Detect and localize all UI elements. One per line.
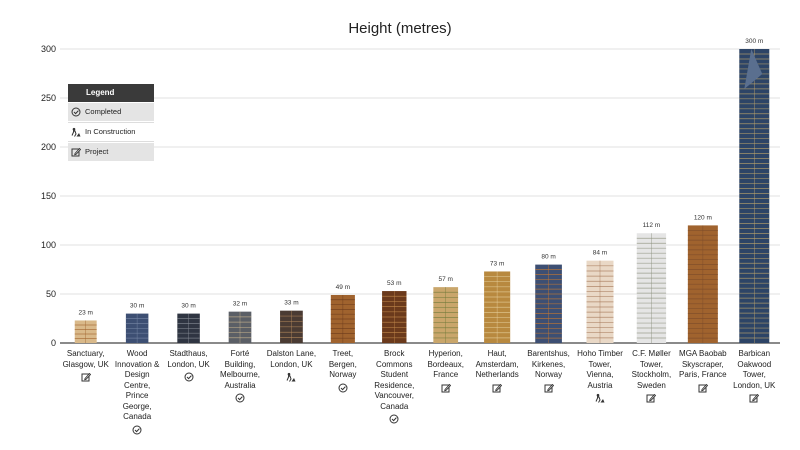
edit-square-icon <box>81 372 91 382</box>
category-label: Stadthaus, London, UK <box>164 349 214 382</box>
value-label: 120 m <box>694 214 712 221</box>
value-label: 57 m <box>438 276 452 283</box>
value-label: 33 m <box>284 300 298 307</box>
building-bar <box>330 294 355 343</box>
value-label: 112 m <box>643 222 661 229</box>
category-label: Barentshus, Kirkenes, Norway <box>524 349 574 393</box>
building-bar <box>687 225 718 343</box>
category-label: Hyperion, Bordeaux, France <box>421 349 471 393</box>
edit-square-icon <box>749 393 760 403</box>
category-label: MGA Baobab Skyscraper, Paris, France <box>678 349 728 393</box>
value-label: 23 m <box>78 309 92 316</box>
category-label: Brock Commons Student Residence, Vancouv… <box>369 349 419 424</box>
construction-worker-icon <box>595 393 605 403</box>
value-label: 49 m <box>336 284 350 291</box>
category-label: Hoho Timber Tower, Vienna, Austria <box>575 349 625 403</box>
category-label-text: MGA Baobab Skyscraper, Paris, France <box>679 349 727 379</box>
legend-label-completed: Completed <box>85 107 122 116</box>
building-bar <box>280 310 303 343</box>
category-label: Barbican Oakwood Tower, London, UK <box>729 349 779 403</box>
category-label-text: Brock Commons Student Residence, Vancouv… <box>374 349 415 411</box>
building-bar <box>177 313 200 343</box>
category-label: Sanctuary, Glasgow, UK <box>61 349 111 382</box>
construction-worker-icon <box>71 127 81 137</box>
legend-label-construction: In Construction <box>85 127 136 136</box>
category-label-text: Haut, Amsterdam, Netherlands <box>475 349 519 379</box>
edit-square-icon <box>492 383 503 392</box>
category-label-text: Stadthaus, London, UK <box>167 349 210 369</box>
building-bar <box>535 264 562 343</box>
category-label: Haut, Amsterdam, Netherlands <box>472 349 522 393</box>
y-tick-label: 100 <box>41 240 56 250</box>
check-circle-icon <box>338 383 348 392</box>
value-label: 53 m <box>387 280 401 287</box>
legend-item-completed: Completed <box>68 103 154 121</box>
category-label-text: Barentshus, Kirkenes, Norway <box>527 349 570 379</box>
y-tick-label: 300 <box>41 44 56 54</box>
value-label: 80 m <box>541 254 555 261</box>
legend-title: Legend <box>68 84 154 102</box>
building-bar <box>433 287 459 343</box>
legend-item-construction: In Construction <box>68 122 154 142</box>
legend-item-project: Project <box>68 143 154 161</box>
value-label: 300 m <box>745 38 763 45</box>
building-bar <box>74 320 97 343</box>
category-label-text: Hoho Timber Tower, Vienna, Austria <box>577 349 623 390</box>
edit-square-icon <box>544 383 554 392</box>
category-label-text: Hyperion, Bordeaux, France <box>427 349 464 379</box>
building-bar <box>484 271 511 343</box>
y-tick-label: 50 <box>46 289 56 299</box>
check-circle-icon <box>132 425 142 434</box>
category-label-text: Barbican Oakwood Tower, London, UK <box>733 349 776 390</box>
category-label: Dalston Lane, London, UK <box>266 349 316 382</box>
value-label: 32 m <box>233 301 247 308</box>
legend: Legend Completed In Construction Project <box>68 84 154 161</box>
check-circle-icon <box>389 414 399 424</box>
y-tick-label: 250 <box>41 93 56 103</box>
y-tick-label: 150 <box>41 191 56 201</box>
building-bar <box>739 49 770 343</box>
value-label: 84 m <box>593 250 607 257</box>
construction-worker-icon <box>286 372 296 382</box>
building-bar <box>586 260 614 343</box>
value-label: 30 m <box>181 303 195 310</box>
edit-square-icon <box>698 383 708 392</box>
edit-square-icon <box>71 147 81 157</box>
value-label: 30 m <box>130 303 144 310</box>
value-label: 73 m <box>490 260 504 267</box>
category-label: Wood Innovation & Design Centre, Prince … <box>112 349 162 435</box>
edit-square-icon <box>646 393 657 403</box>
category-label-text: Forté Building, Melbourne, Australia <box>219 349 261 390</box>
bar-spire <box>744 49 763 89</box>
category-label-text: Dalston Lane, London, UK <box>266 349 317 369</box>
y-tick-label: 200 <box>41 142 56 152</box>
category-label-text: Sanctuary, Glasgow, UK <box>62 349 109 369</box>
legend-label-project: Project <box>85 147 109 156</box>
building-bar <box>636 233 667 343</box>
building-bar <box>125 313 149 343</box>
building-bar <box>382 291 407 343</box>
edit-square-icon <box>441 383 451 392</box>
chart-title: Height (metres) <box>348 20 452 37</box>
check-circle-icon <box>184 372 194 382</box>
category-label-text: Treet, Bergen, Norway <box>328 349 357 379</box>
y-tick-label: 0 <box>51 338 56 348</box>
check-circle-icon <box>235 393 245 403</box>
category-label: Treet, Bergen, Norway <box>318 349 368 393</box>
category-label: Forté Building, Melbourne, Australia <box>215 349 265 403</box>
building-bar <box>228 311 252 343</box>
category-label-text: Wood Innovation & Design Centre, Prince … <box>114 349 160 421</box>
category-label: C.F. Møller Tower, Stockholm, Sweden <box>626 349 676 403</box>
check-circle-icon <box>71 107 81 117</box>
category-label-text: C.F. Møller Tower, Stockholm, Sweden <box>631 349 672 390</box>
